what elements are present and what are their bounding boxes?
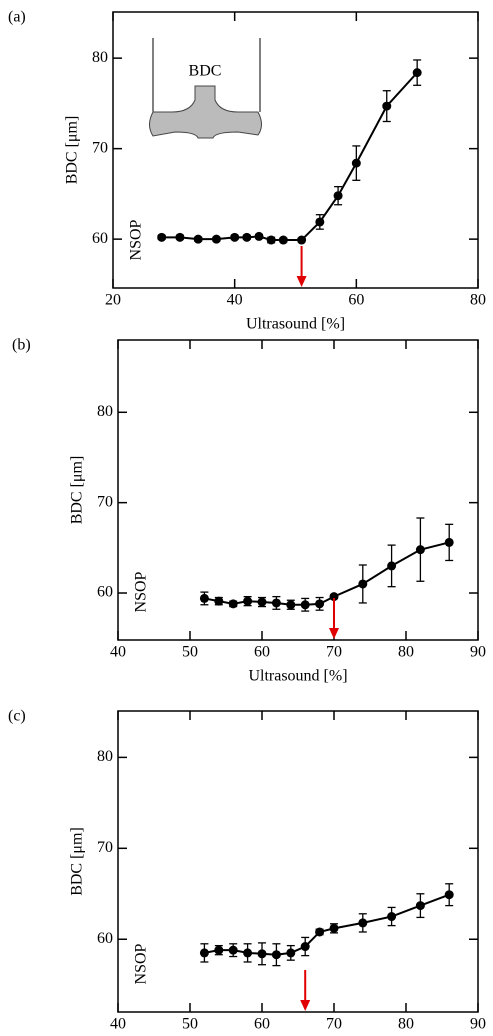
data-point [315, 217, 325, 227]
x-axis-label: Ultrasound [%] [246, 316, 345, 333]
y-tick-label: 80 [97, 748, 113, 765]
data-point [211, 234, 221, 244]
data-point [351, 158, 361, 168]
data-point [333, 191, 343, 201]
x-axis-label: Ultrasound [%] [248, 668, 347, 685]
data-point [444, 890, 454, 900]
data-point [329, 923, 339, 933]
y-axis-label: BDC [μm] [69, 456, 86, 525]
x-tick-label: 80 [398, 644, 414, 661]
y-axis-label: BDC [μm] [69, 827, 86, 896]
data-point [387, 912, 397, 922]
data-point [242, 232, 252, 242]
data-point [300, 600, 310, 610]
panel-label: (b) [12, 337, 31, 354]
data-point [329, 592, 339, 602]
x-tick-label: 90 [470, 1016, 486, 1033]
y-tick-label: 70 [92, 139, 108, 156]
x-tick-label: 40 [227, 292, 243, 309]
x-tick-label: 90 [470, 644, 486, 661]
threshold-arrowhead [300, 1000, 311, 1011]
panel-label: (a) [8, 9, 26, 26]
data-point [175, 232, 185, 242]
annotation: NSOP [133, 571, 150, 612]
x-tick-label: 80 [470, 292, 486, 309]
data-point [286, 948, 296, 958]
y-tick-label: 70 [97, 493, 113, 510]
y-axis-label: BDC [μm] [64, 116, 81, 185]
x-tick-label: 60 [254, 644, 270, 661]
x-tick-label: 70 [326, 644, 342, 661]
data-point [214, 596, 224, 606]
data-point [193, 234, 203, 244]
data-point [254, 231, 264, 241]
data-point [257, 949, 267, 959]
data-point [315, 599, 325, 609]
data-point [214, 945, 224, 955]
y-tick-label: 80 [92, 49, 108, 66]
data-point [199, 593, 209, 603]
annotation: NSOP [133, 943, 150, 984]
x-tick-label: 60 [348, 292, 364, 309]
data-point [444, 537, 454, 547]
data-point [257, 597, 267, 607]
x-tick-label: 80 [398, 1016, 414, 1033]
data-point [358, 918, 368, 928]
data-point [266, 235, 276, 245]
data-point [415, 901, 425, 911]
inset-tool [149, 85, 262, 139]
x-tick-label: 40 [110, 1016, 126, 1033]
data-point [271, 950, 281, 960]
data-point [278, 235, 288, 245]
data-point [228, 945, 238, 955]
data-point [286, 600, 296, 610]
x-tick-label: 40 [110, 644, 126, 661]
data-line [204, 893, 450, 956]
x-tick-label: 50 [182, 644, 198, 661]
data-point [243, 948, 253, 958]
data-point [315, 927, 325, 937]
x-tick-label: 20 [105, 292, 121, 309]
plot-frame [112, 11, 479, 289]
data-point [300, 942, 310, 952]
data-point [271, 598, 281, 608]
y-tick-label: 60 [92, 230, 108, 247]
y-tick-label: 80 [97, 403, 113, 420]
panel-label: (c) [8, 708, 26, 725]
x-tick-label: 50 [182, 1016, 198, 1033]
data-point [382, 101, 392, 111]
data-point [230, 232, 240, 242]
data-point [228, 599, 238, 609]
x-tick-label: 60 [254, 1016, 270, 1033]
data-point [157, 232, 167, 242]
threshold-arrowhead [296, 276, 307, 287]
data-point [412, 68, 422, 78]
inset-label: BDC [189, 63, 222, 80]
plot-frame [117, 710, 479, 1013]
y-tick-label: 70 [97, 839, 113, 856]
data-point [387, 561, 397, 571]
plot-frame [117, 339, 479, 641]
threshold-arrowhead [329, 628, 339, 639]
data-point [358, 579, 368, 589]
data-point [243, 596, 253, 606]
annotation: NSOP [128, 219, 145, 260]
data-line [204, 541, 450, 606]
x-tick-label: 70 [326, 1016, 342, 1033]
data-point [199, 948, 209, 958]
y-tick-label: 60 [97, 584, 113, 601]
data-point [415, 545, 425, 555]
data-point [297, 235, 307, 245]
y-tick-label: 60 [97, 930, 113, 947]
